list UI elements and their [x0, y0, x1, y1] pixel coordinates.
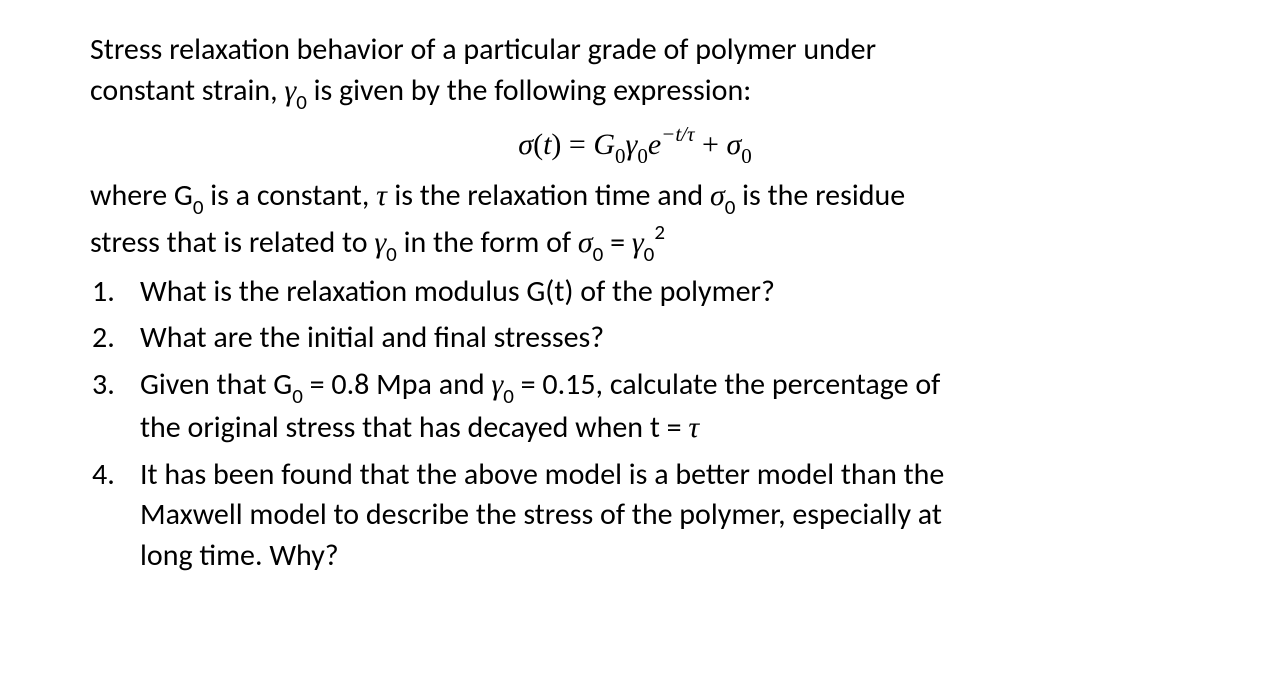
gamma-symbol: γ — [632, 226, 644, 259]
q1-text: What is the relaxation modulus G(t) of t… — [140, 272, 1180, 313]
question-1: 1. What is the relaxation modulus G(t) o… — [90, 272, 1180, 313]
subscript-zero: 0 — [503, 383, 514, 409]
where-line2b: in the form of — [397, 224, 578, 261]
q3-text-a: Given that G — [140, 366, 292, 403]
subscript-zero: 0 — [615, 144, 626, 168]
tau-symbol: τ — [376, 179, 394, 212]
paren-open: ( — [533, 128, 543, 161]
q3-text: Given that G0 = 0.8 Mpa and γ0 = 0.15, c… — [140, 365, 1180, 449]
gamma-symbol: γ — [491, 368, 503, 401]
sigma-symbol: σ — [710, 179, 725, 212]
subscript-zero: 0 — [292, 383, 303, 409]
intro-line1: Stress relaxation behavior of a particul… — [90, 31, 876, 68]
subscript-zero: 0 — [386, 241, 397, 267]
eq-G: G — [593, 128, 615, 161]
q4-line3: long time. Why? — [140, 537, 339, 574]
intro-line2b: is given by the following expression: — [307, 72, 751, 109]
gamma-symbol: γ — [626, 128, 638, 161]
where-text2: is a constant, — [204, 177, 377, 214]
q3-text-c: = 0.15, calculate the percentage of — [514, 366, 940, 403]
eq-e: e — [648, 128, 661, 161]
list-number: 2. — [90, 318, 140, 359]
subscript-zero: 0 — [637, 144, 648, 168]
gamma-symbol: γ — [374, 226, 386, 259]
subscript-zero: 0 — [741, 144, 752, 168]
gamma-symbol: γ — [284, 74, 296, 107]
sigma-symbol: σ — [726, 128, 741, 161]
tau-symbol: τ — [688, 411, 699, 444]
q2-text: What are the initial and final stresses? — [140, 318, 1180, 359]
question-2: 2. What are the initial and final stress… — [90, 318, 1180, 359]
q4-line1: It has been found that the above model i… — [140, 456, 944, 493]
intro-paragraph: Stress relaxation behavior of a particul… — [90, 30, 1180, 114]
where-line2a: stress that is related to — [90, 224, 374, 261]
where-text1: where G — [90, 177, 193, 214]
eq-plus: + — [695, 128, 727, 161]
sigma-symbol: σ — [578, 226, 593, 259]
where-text3: is the relaxation time and — [394, 177, 710, 214]
eq-exponent: −t/τ — [661, 122, 694, 146]
subscript-zero: 0 — [593, 241, 604, 267]
stress-equation: σ(t) = G0γ0e−t/τ + σ0 — [90, 122, 1180, 168]
document-body: Stress relaxation behavior of a particul… — [90, 30, 1180, 576]
where-eq: = — [603, 224, 632, 261]
list-number: 3. — [90, 365, 140, 406]
list-number: 4. — [90, 455, 140, 496]
q4-line2: Maxwell model to describe the stress of … — [140, 496, 942, 533]
subscript-zero: 0 — [296, 89, 307, 115]
sigma-symbol: σ — [518, 128, 533, 161]
question-3: 3. Given that G0 = 0.8 Mpa and γ0 = 0.15… — [90, 365, 1180, 449]
intro-line2a: constant strain, — [90, 72, 284, 109]
q3-line2a: the original stress that has decayed whe… — [140, 409, 688, 446]
superscript-two: 2 — [654, 219, 665, 245]
paren-close-eq: ) = — [551, 128, 593, 161]
question-list: 1. What is the relaxation modulus G(t) o… — [90, 272, 1180, 576]
where-paragraph: where G0 is a constant, τ is the relaxat… — [90, 176, 1180, 266]
subscript-zero: 0 — [193, 194, 204, 220]
list-number: 1. — [90, 272, 140, 313]
subscript-zero: 0 — [644, 241, 655, 267]
q4-text: It has been found that the above model i… — [140, 455, 1180, 577]
subscript-zero: 0 — [725, 194, 736, 220]
q3-text-b: = 0.8 Mpa and — [303, 366, 492, 403]
where-text4: is the residue — [735, 177, 905, 214]
question-4: 4. It has been found that the above mode… — [90, 455, 1180, 577]
